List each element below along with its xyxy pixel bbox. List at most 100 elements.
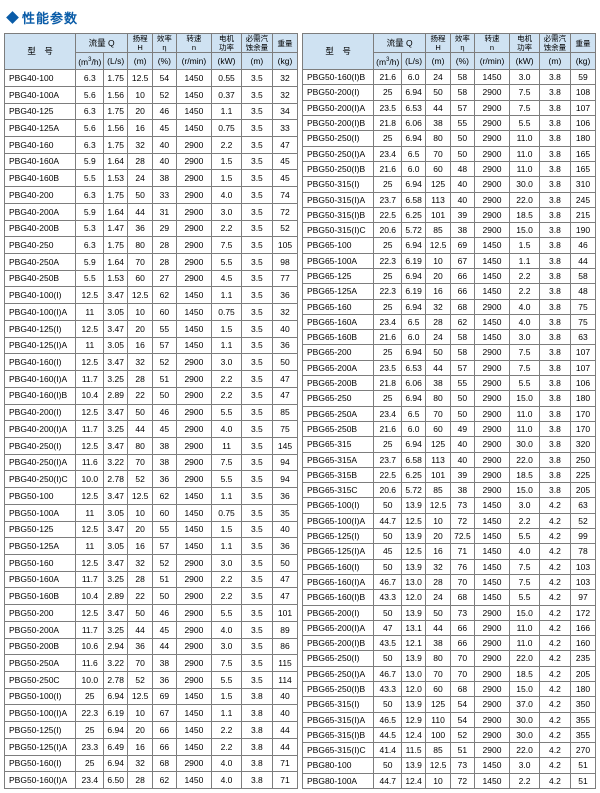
cell-value: 20 (127, 319, 154, 338)
cell-value: 70 (424, 405, 452, 422)
cell-value: 50 (373, 650, 403, 667)
cell-value: 57 (450, 99, 475, 117)
cell-value: 1.75 (103, 186, 129, 204)
cell-value: 3.5 (240, 336, 274, 355)
cell-value: 11.0 (509, 420, 540, 438)
cell-value: 40 (450, 451, 475, 468)
cell-value: 47 (373, 619, 403, 637)
cell-value: 11 (75, 336, 105, 355)
cell-value: 80 (127, 436, 154, 455)
cell-value: 48 (570, 283, 596, 300)
cell-value: 76 (450, 558, 475, 575)
cell-value: 69 (450, 237, 475, 254)
cell-value: 51 (152, 570, 177, 589)
cell-value: 1.64 (103, 202, 129, 221)
cell-value: 2.89 (103, 386, 129, 405)
table-row: PBG40-125(I) 12.5 3.47 20 55 1450 1.5 3.5 40 (3, 319, 298, 338)
cell-value: 1450 (175, 771, 213, 790)
cell-value: 47 (272, 570, 298, 589)
cell-value: 10.6 (75, 637, 105, 656)
cell-value: 3.8 (240, 771, 274, 790)
cell-value: 35 (272, 503, 298, 522)
header-npsh: 必需汽 蚀余量 (538, 33, 572, 53)
cell-model: PBG40-100 (3, 69, 77, 87)
cell-value: 71 (272, 771, 298, 790)
cell-value: 145 (272, 436, 298, 455)
cell-value: 32 (127, 136, 154, 154)
cell-value: 3.47 (103, 520, 129, 539)
cell-model: PBG40-200(I) (3, 403, 77, 422)
cell-value: 40 (272, 520, 298, 539)
cell-value: 3.5 (240, 671, 274, 689)
cell-value: 72.5 (450, 528, 475, 545)
cell-value: 3.0 (509, 757, 540, 774)
table-body-left: PBG40-100 6.3 1.75 12.5 54 1450 0.55 3.5 32 PBG40… (3, 69, 298, 790)
cell-value: 6.94 (401, 130, 426, 147)
cell-value: 50 (373, 604, 403, 621)
cell-value: 25 (373, 176, 403, 193)
table-row: PBG50-250(I)B 21.6 6.0 60 48 2900 11.0 3.8 165 (301, 160, 596, 178)
cell-value: 0.37 (211, 85, 242, 104)
cell-value: 40 (272, 319, 298, 338)
cell-value: 3.47 (103, 319, 129, 338)
cell-model: PBG65-125(I)A (301, 543, 375, 560)
cell-value: 6.5 (401, 145, 426, 162)
cell-value: 21.8 (373, 375, 403, 392)
cell-value: 4.0 (211, 420, 242, 438)
cell-value: 23.7 (373, 451, 403, 468)
cell-value: 46 (152, 604, 177, 622)
cell-value: 2900 (473, 466, 511, 484)
cell-value: 2.2 (211, 721, 242, 739)
cell-value: 1.5 (509, 237, 540, 254)
cell-value: 45 (152, 620, 177, 639)
cell-value: 45 (272, 169, 298, 188)
table-row: PBG65-250 25 6.94 80 50 2900 15.0 3.8 180 (301, 390, 596, 407)
cell-value: 32 (127, 754, 154, 773)
cell-value: 3.5 (240, 102, 274, 121)
cell-model: PBG65-200 (301, 344, 375, 361)
cell-value: 57 (152, 336, 177, 355)
cell-value: 3.8 (538, 206, 572, 224)
cell-value: 28 (152, 253, 177, 271)
cell-value: 1450 (473, 772, 511, 790)
cell-model: PBG50-160 (3, 553, 77, 572)
cell-value: 75 (570, 298, 596, 315)
cell-value: 3.5 (240, 637, 274, 656)
cell-value: 3.8 (538, 176, 572, 193)
cell-value: 1450 (473, 512, 511, 530)
cell-value: 2900 (175, 470, 213, 489)
cell-value: 2900 (473, 390, 511, 407)
cell-value: 3.5 (240, 620, 274, 639)
cell-value: 2900 (473, 635, 511, 652)
cell-model: PBG50-200 (3, 604, 77, 622)
table-row: PBG50-315(I)B 22.5 6.25 101 39 2900 18.5 3.8 215 (301, 206, 596, 224)
cell-value: 52 (272, 219, 298, 238)
cell-value: 70 (450, 665, 475, 683)
cell-value: 2900 (175, 604, 213, 622)
cell-value: 4.2 (538, 497, 572, 514)
cell-value: 49 (450, 420, 475, 438)
cell-model: PBG50-200(I)B (301, 115, 375, 132)
cell-value: 44 (272, 737, 298, 756)
cell-value: 3.25 (103, 620, 129, 639)
cell-value: 113 (424, 191, 452, 208)
cell-value: 3.5 (240, 269, 274, 288)
cell-model: PBG40-125A (3, 119, 77, 137)
table-row: PBG65-100(I) 50 13.9 12.5 73 1450 3.0 4.2 63 (301, 497, 596, 514)
cell-model: PBG40-160(I) (3, 353, 77, 372)
cell-value: 3.0 (509, 329, 540, 346)
cell-value: 3.22 (103, 453, 129, 472)
cell-value: 57 (450, 359, 475, 377)
cell-value: 38 (152, 436, 177, 455)
cell-value: 27 (152, 269, 177, 288)
cell-value: 67 (152, 704, 177, 723)
table-row: PBG65-200(I)A 47 13.1 44 66 2900 11.0 4.2 166 (301, 619, 596, 637)
cell-value: 3.5 (240, 69, 274, 87)
cell-value: 34 (272, 102, 298, 121)
header-speed: 转速 n (175, 33, 213, 53)
cell-value: 70 (450, 650, 475, 667)
cell-model: PBG65-160A (301, 313, 375, 331)
cell-value: 66 (450, 635, 475, 652)
table-row: PBG50-315(I)C 20.6 5.72 85 38 2900 15.0 3.8 190 (301, 222, 596, 239)
cell-value: 1.75 (103, 102, 129, 121)
